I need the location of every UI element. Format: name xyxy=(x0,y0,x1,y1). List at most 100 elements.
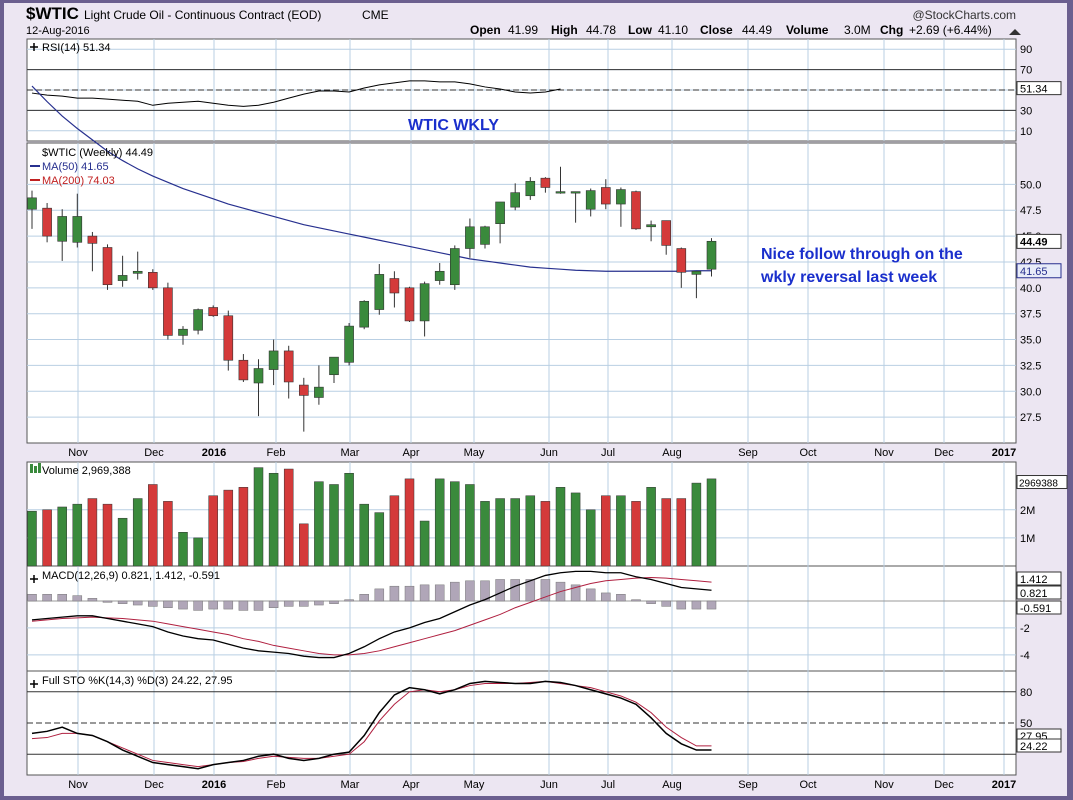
volume-panel-icon xyxy=(34,466,37,473)
macd-value-label: 0.821 xyxy=(1020,588,1048,600)
annotation-note-line2: wkly reversal last week xyxy=(760,269,937,286)
volume-bar xyxy=(374,512,385,567)
x-axis-tick-label: Aug xyxy=(662,447,682,459)
x-axis-tick-label: Feb xyxy=(267,447,286,459)
candle-body xyxy=(419,283,430,322)
candle-body xyxy=(691,270,702,275)
macd-histogram-bar xyxy=(570,584,581,602)
price-panel xyxy=(26,142,1017,444)
volume-legend: Volume 2,969,388 xyxy=(42,465,131,477)
ma50-value-box xyxy=(1016,263,1062,279)
price-tick-label: 30.0 xyxy=(1020,386,1041,398)
x-axis-tick-label: Oct xyxy=(799,779,816,791)
macd-panel-icon xyxy=(30,575,38,583)
volume-tick-label: 2M xyxy=(1020,505,1035,517)
candle-body xyxy=(404,287,415,322)
macd-histogram-bar xyxy=(601,592,611,602)
candle-body xyxy=(540,177,551,188)
candle-body xyxy=(314,386,324,398)
x-axis-tick-label: May xyxy=(464,447,485,459)
macd-histogram-bar xyxy=(661,600,671,607)
macd-histogram-bar xyxy=(525,579,536,602)
stochastic-legend: Full STO %K(14,3) %D(3) 24.22, 27.95 xyxy=(42,675,233,687)
candle-body xyxy=(631,191,641,230)
macd-histogram-bar xyxy=(27,594,37,602)
open-label: Open xyxy=(470,23,501,37)
high-label: High xyxy=(551,23,578,37)
annotation-title: WTIC WKLY xyxy=(408,117,499,134)
macd-histogram-bar xyxy=(253,600,264,611)
ohlc-summary: Open 41.99 High 44.78 Low 41.10 Close 44… xyxy=(470,23,992,37)
rsi-tick-label: 10 xyxy=(1020,126,1032,138)
volume-bar xyxy=(299,523,309,567)
macd-tick-label: -4 xyxy=(1020,650,1030,662)
macd-histogram-bar xyxy=(465,580,475,602)
candle-body xyxy=(480,226,490,245)
macd-histogram-bar xyxy=(148,600,158,607)
volume-tick-label: 1M xyxy=(1020,533,1035,545)
macd-histogram-bar xyxy=(389,585,400,602)
price-tick-label: 32.5 xyxy=(1020,360,1041,372)
macd-histogram-bar xyxy=(540,579,551,602)
volume-bar xyxy=(163,501,173,567)
stochastic-d-line xyxy=(31,680,712,768)
macd-histogram-bar xyxy=(344,599,354,602)
exchange-label: CME xyxy=(362,8,389,22)
candle-body xyxy=(661,220,672,246)
volume-bar xyxy=(223,489,234,567)
macd-histogram-bar xyxy=(359,594,369,602)
macd-histogram-bar xyxy=(223,600,234,610)
macd-histogram-bar xyxy=(450,581,460,602)
collapse-arrow-icon[interactable] xyxy=(1009,29,1021,35)
stochastic-panel-icon xyxy=(30,680,38,688)
candle-body xyxy=(646,224,656,228)
candle-body xyxy=(555,191,566,194)
candle-body xyxy=(706,240,717,270)
x-axis-tick-label: Dec xyxy=(144,779,164,791)
candle-body xyxy=(208,307,218,317)
volume-bar xyxy=(389,495,400,567)
volume-bar xyxy=(631,501,641,567)
macd-histogram-bar xyxy=(42,594,52,602)
volume-bar xyxy=(465,484,475,567)
x-axis-tick-label: Nov xyxy=(874,447,894,459)
x-axis-tick-label: Oct xyxy=(799,447,816,459)
stochastic-tick-label: 50 xyxy=(1020,718,1032,730)
volume-last-box xyxy=(1016,475,1068,490)
volume-bar xyxy=(691,482,702,567)
x-axis-tick-label: Jul xyxy=(601,779,615,791)
chart-date: 12-Aug-2016 xyxy=(26,25,90,37)
candle-body xyxy=(117,275,128,281)
x-axis-tick-label: Nov xyxy=(874,779,894,791)
rsi-legend: RSI(14) 51.34 xyxy=(42,42,110,54)
candle-body xyxy=(344,325,354,363)
volume-bar xyxy=(601,495,611,567)
price-tick-label: 40.0 xyxy=(1020,283,1041,295)
stochastic-tick-label: 80 xyxy=(1020,687,1032,699)
candle-body xyxy=(87,235,98,244)
rsi-line xyxy=(31,80,561,107)
x-axis-tick-label: Sep xyxy=(738,779,758,791)
macd-signal-line xyxy=(31,576,712,656)
last-price-label: 44.49 xyxy=(1020,236,1048,248)
volume-bar xyxy=(148,484,158,567)
close-value: 44.49 xyxy=(742,23,772,37)
symbol-description: Light Crude Oil - Continuous Contract (E… xyxy=(84,8,321,22)
candle-body xyxy=(253,368,264,384)
volume-bar xyxy=(208,495,218,567)
candle-body xyxy=(600,187,611,205)
candle-body xyxy=(238,359,249,381)
candle-body xyxy=(72,216,83,243)
macd-histogram-bar xyxy=(208,600,218,610)
volume-value: 3.0M xyxy=(844,23,871,37)
volume-bar xyxy=(72,503,83,567)
volume-bar xyxy=(329,484,339,567)
macd-tick-label: -2 xyxy=(1020,623,1030,635)
candle-body xyxy=(268,350,279,370)
volume-bar xyxy=(661,498,671,567)
volume-bar xyxy=(57,506,67,567)
candle-body xyxy=(148,272,158,289)
candle-body xyxy=(585,190,596,210)
volume-bar xyxy=(268,472,279,567)
